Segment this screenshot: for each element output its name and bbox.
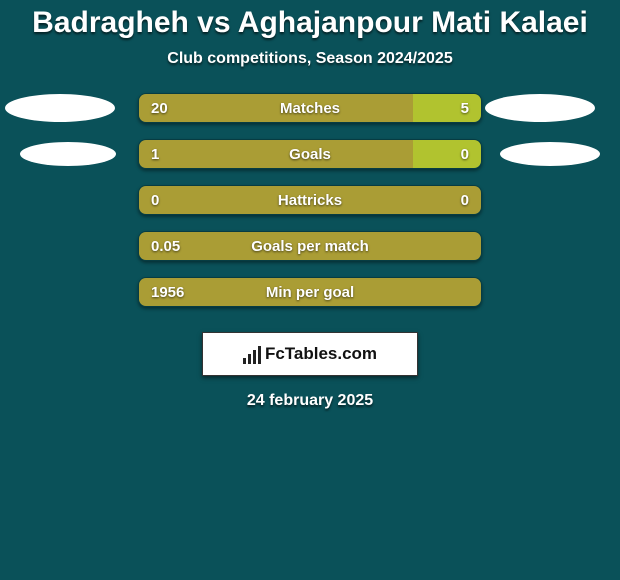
stat-value-left: 0.05 [151,232,180,261]
stat-bar: Hattricks0 0 [138,185,482,215]
stat-label: Matches [139,94,481,123]
stat-value-right: 0 [461,186,469,215]
stat-value-left: 1956 [151,278,184,307]
stat-bar: Goals per match0.05 [138,231,482,261]
stat-label: Goals per match [139,232,481,261]
stat-bar: Goals1 0 [138,139,482,169]
stat-value-right: 0 [461,140,469,169]
stat-label: Min per goal [139,278,481,307]
player-left-ellipse [20,142,116,166]
stat-bar: Matches20 5 [138,93,482,123]
page-subtitle: Club competitions, Season 2024/2025 [0,50,620,68]
date-label: 24 february 2025 [0,392,620,410]
stat-label: Goals [139,140,481,169]
player-left-ellipse [5,94,115,122]
stat-bar: Min per goal1956 [138,277,482,307]
stat-row: Hattricks0 0 [0,184,620,216]
player-right-ellipse [485,94,595,122]
stat-value-left: 20 [151,94,168,123]
stat-value-left: 0 [151,186,159,215]
page-title: Badragheh vs Aghajanpour Mati Kalaei [0,0,620,40]
stat-row: Goals1 0 [0,138,620,170]
stat-row: Matches20 5 [0,92,620,124]
stat-value-right: 5 [461,94,469,123]
stat-row: Goals per match0.05 [0,230,620,262]
logo-text: FcTables.com [265,344,377,364]
logo-box: FcTables.com [202,332,418,376]
chart-icon [243,344,261,364]
stat-label: Hattricks [139,186,481,215]
stats-container: Matches205Goals10Hattricks00Goals per ma… [0,92,620,308]
player-right-ellipse [500,142,600,166]
stat-row: Min per goal1956 [0,276,620,308]
stat-value-left: 1 [151,140,159,169]
